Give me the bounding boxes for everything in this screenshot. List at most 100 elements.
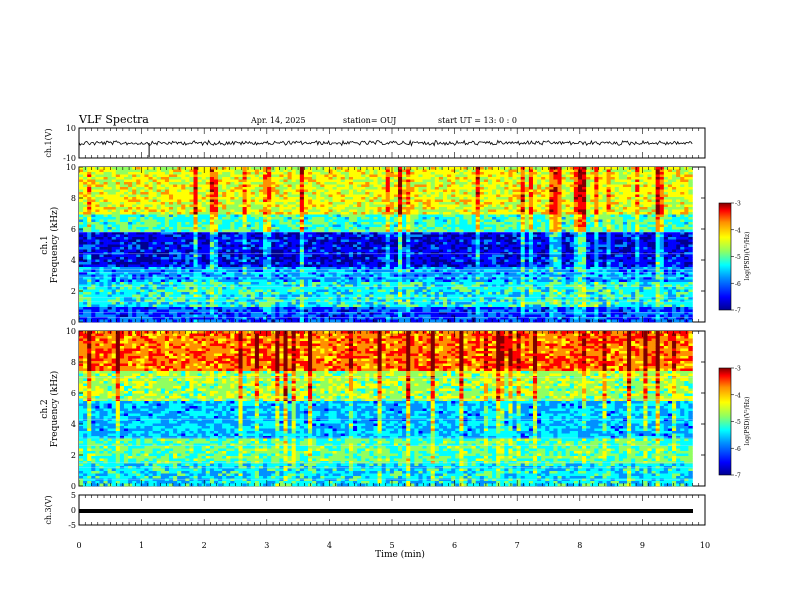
spectrogram-cell (213, 209, 219, 213)
spectrogram-cell (185, 292, 190, 295)
spectrogram-cell (115, 274, 121, 278)
spectrogram-cell (164, 314, 170, 318)
spectrogram-cell (197, 267, 202, 270)
spectrogram-cell (258, 297, 264, 300)
spectrogram-cell (308, 169, 313, 173)
spectrogram-cell (361, 267, 366, 270)
spectrogram-cell (348, 237, 354, 240)
spectrogram-cell (365, 192, 370, 195)
spectrogram-cell (103, 277, 108, 280)
spectrogram-cell (103, 272, 108, 275)
spectrogram-cell (336, 199, 342, 203)
spectrogram-cell (218, 229, 223, 233)
spectrogram-cell (312, 179, 317, 183)
spectrogram-cell (328, 234, 333, 238)
spectrogram-cell (263, 177, 268, 180)
spectrogram-cell (103, 209, 108, 213)
spectrogram-cell (402, 282, 407, 285)
spectrogram-cell (144, 304, 149, 308)
spectrogram-cell (291, 194, 297, 198)
spectrogram-cell (398, 294, 403, 298)
spectrogram-cell (132, 247, 137, 250)
spectrogram-cell (181, 192, 186, 195)
spectrogram-cell (308, 302, 313, 305)
spectrogram-cell (168, 179, 174, 183)
spectrogram-cell (279, 202, 284, 205)
spectrogram-cell (357, 184, 362, 188)
spectrogram-cell (299, 207, 305, 210)
spectrogram-cell (299, 257, 305, 260)
spectrogram-cell (123, 187, 129, 190)
spectrogram-cell (230, 177, 235, 180)
spectrogram-cell (238, 239, 243, 243)
spectrogram-cell (385, 307, 391, 310)
spectrogram-cell (328, 169, 333, 173)
spectrogram-cell (398, 297, 403, 300)
spectrogram-cell (357, 304, 362, 308)
spectrogram-cell (279, 194, 284, 198)
spectrogram-cell (173, 202, 178, 205)
spectrogram-cell (230, 214, 235, 218)
spectrogram-cell (156, 282, 162, 285)
spectrogram-cell (119, 279, 125, 283)
spectrogram-cell (316, 224, 321, 228)
spectrogram-cell (173, 172, 178, 175)
spectrogram-cell (185, 287, 190, 290)
spectrogram-cell (357, 302, 362, 305)
spectrogram-cell (123, 272, 129, 275)
spectrogram-cell (132, 204, 137, 208)
spectrogram-cell (156, 244, 162, 248)
spectrogram-cell (267, 279, 272, 283)
spectrogram-cell (308, 272, 313, 275)
spectrogram-cell (189, 212, 194, 215)
spectrogram-cell (398, 247, 403, 250)
spectrogram-cell (193, 282, 198, 285)
spectrogram-cell (263, 259, 268, 263)
spectrogram-cell (144, 222, 149, 225)
spectrogram-cell (209, 229, 215, 233)
spectrogram-cell (242, 214, 247, 218)
spectrogram-cell (140, 297, 145, 300)
spectrogram-cell (144, 259, 149, 263)
spectrogram-cell (336, 182, 342, 185)
spectrogram-cell (218, 297, 223, 300)
spectrogram-cell (328, 197, 333, 200)
spectrogram-cell (181, 199, 186, 203)
spectrogram-cell (344, 179, 350, 183)
spectrogram-cell (258, 169, 264, 173)
spectrogram-cell (103, 177, 108, 180)
spectrogram-cell (402, 199, 407, 203)
spectrogram-cell (328, 177, 333, 180)
spectrogram-cell (324, 274, 329, 278)
spectrogram-cell (119, 242, 125, 245)
spectrogram-cell (393, 272, 399, 275)
spectrogram-cell (369, 319, 374, 323)
spectrogram-cell (287, 294, 292, 298)
spectrogram-cell (402, 209, 407, 213)
spectrogram-cell (336, 254, 342, 258)
spectrogram-cell (254, 232, 260, 235)
spectrogram-cell (140, 222, 145, 225)
spectrogram-cell (393, 234, 399, 238)
spectrogram-cell (398, 249, 403, 253)
spectrogram-cell (299, 249, 305, 253)
spectrogram-cell (238, 314, 243, 318)
spectrogram-cell (189, 224, 194, 228)
spectrogram-cell (160, 262, 166, 265)
spectrogram-cell (271, 197, 276, 200)
spectrogram-cell (152, 292, 158, 295)
spectrogram-cell (316, 279, 321, 283)
spectrogram-cell (258, 189, 264, 193)
spectrogram-cell (377, 282, 382, 285)
spectrogram-cell (136, 244, 141, 248)
spectrogram-cell (246, 289, 252, 293)
spectrogram-cell (164, 202, 170, 205)
spectrogram-cell (312, 207, 317, 210)
spectrogram-cell (87, 269, 92, 273)
spectrogram-cell (303, 209, 309, 213)
spectrogram-cell (373, 212, 378, 215)
spectrogram-cell (115, 222, 121, 225)
spectrogram-cell (385, 304, 391, 308)
spectrogram-cell (164, 167, 170, 170)
spectrogram-cell (189, 249, 194, 253)
